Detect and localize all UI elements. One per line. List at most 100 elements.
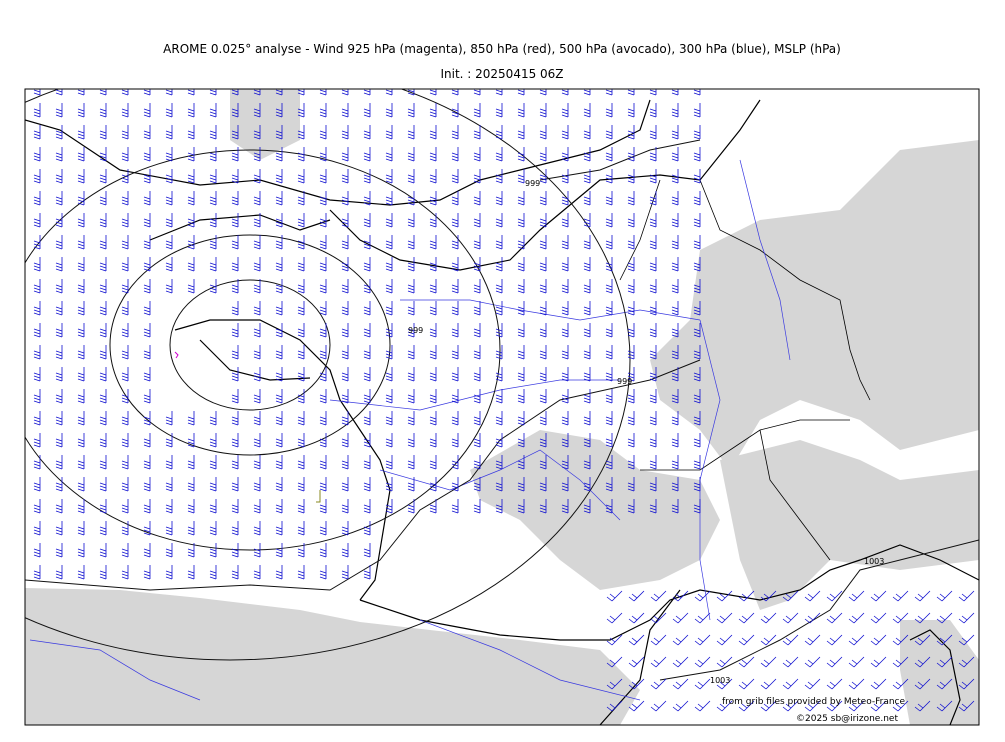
wind-barb bbox=[77, 235, 85, 250]
wind-barb bbox=[451, 477, 459, 492]
wind-barb bbox=[363, 89, 371, 96]
wind-barb bbox=[275, 147, 283, 162]
wind-barb bbox=[649, 169, 657, 184]
wind-barb bbox=[209, 235, 217, 250]
wind-barb bbox=[55, 521, 63, 536]
wind-barb bbox=[671, 499, 679, 514]
wind-barb bbox=[627, 499, 635, 514]
wind-barb bbox=[363, 477, 371, 492]
wind-barb bbox=[936, 678, 953, 690]
wind-barb bbox=[693, 169, 701, 184]
wind-barb bbox=[319, 323, 327, 338]
wind-barb bbox=[121, 521, 129, 536]
wind-barb bbox=[782, 700, 799, 712]
wind-barb bbox=[583, 455, 591, 470]
wind-barb bbox=[165, 279, 173, 294]
wind-barb bbox=[297, 367, 305, 382]
wind-barb bbox=[539, 213, 547, 228]
wind-barb bbox=[297, 235, 305, 250]
wind-barb bbox=[363, 213, 371, 228]
wind-barb bbox=[870, 634, 887, 646]
wind-barb bbox=[539, 323, 547, 338]
wind-barb bbox=[363, 433, 371, 448]
wind-barb bbox=[385, 411, 393, 426]
wind-barb bbox=[517, 279, 525, 294]
wind-barb bbox=[143, 367, 151, 382]
wind-barb bbox=[804, 612, 821, 624]
wind-barb bbox=[693, 345, 701, 360]
wind-barb bbox=[914, 634, 931, 646]
wind-barb bbox=[605, 323, 613, 338]
wind-barb bbox=[627, 455, 635, 470]
wind-barb bbox=[319, 213, 327, 228]
wind-barb bbox=[385, 213, 393, 228]
map-frame bbox=[24, 88, 980, 726]
wind-barb bbox=[33, 191, 41, 206]
wind-barb bbox=[33, 125, 41, 140]
wind-barb bbox=[473, 477, 481, 492]
wind-barb bbox=[671, 389, 679, 404]
wind-barb bbox=[495, 411, 503, 426]
wind-barb bbox=[297, 543, 305, 558]
wind-barb bbox=[517, 213, 525, 228]
wind-barb bbox=[121, 543, 129, 558]
wind-barb bbox=[99, 389, 107, 404]
wind-barb bbox=[539, 125, 547, 140]
wind-barb bbox=[319, 389, 327, 404]
wind-barb bbox=[650, 678, 667, 690]
wind-barb bbox=[495, 169, 503, 184]
wind-barb bbox=[187, 257, 195, 272]
wind-barb bbox=[231, 455, 239, 470]
wind-barb bbox=[319, 477, 327, 492]
wind-barb bbox=[517, 411, 525, 426]
wind-barb bbox=[187, 543, 195, 558]
wind-barb bbox=[517, 103, 525, 118]
wind-barb bbox=[583, 367, 591, 382]
wind-barb bbox=[143, 301, 151, 316]
wind-barb bbox=[716, 678, 733, 690]
wind-barb bbox=[407, 147, 415, 162]
wind-barb bbox=[605, 125, 613, 140]
wind-barb bbox=[385, 455, 393, 470]
wind-barb bbox=[275, 301, 283, 316]
wind-barb bbox=[121, 191, 129, 206]
wind-barb bbox=[958, 700, 975, 712]
wind-barb bbox=[606, 678, 623, 690]
wind-barb bbox=[319, 367, 327, 382]
wind-barb bbox=[231, 411, 239, 426]
wind-barb bbox=[33, 367, 41, 382]
wind-barb bbox=[627, 433, 635, 448]
wind-barb bbox=[341, 345, 349, 360]
wind-barb bbox=[143, 169, 151, 184]
wind-barb bbox=[407, 433, 415, 448]
wind-barb bbox=[297, 169, 305, 184]
wind-barb bbox=[121, 389, 129, 404]
wind-barb bbox=[275, 279, 283, 294]
wind-barb bbox=[253, 169, 261, 184]
wind-barb bbox=[848, 612, 865, 624]
wind-barb bbox=[99, 367, 107, 382]
wind-barb bbox=[99, 213, 107, 228]
wind-barb bbox=[738, 678, 755, 690]
wind-barb bbox=[627, 345, 635, 360]
wind-barb bbox=[451, 213, 459, 228]
wind-barb bbox=[561, 499, 569, 514]
wind-barb bbox=[297, 565, 305, 580]
wind-barb bbox=[760, 700, 777, 712]
wind-barb bbox=[495, 301, 503, 316]
wind-barb bbox=[693, 125, 701, 140]
wind-barb bbox=[341, 499, 349, 514]
wind-barb bbox=[671, 235, 679, 250]
wind-barb bbox=[473, 301, 481, 316]
wind-barb bbox=[385, 191, 393, 206]
wind-barb bbox=[209, 89, 217, 96]
wind-barb bbox=[341, 323, 349, 338]
wind-barb bbox=[517, 345, 525, 360]
wind-barb bbox=[451, 89, 459, 96]
wind-barb bbox=[341, 389, 349, 404]
wind-barb bbox=[539, 89, 547, 96]
wind-barb bbox=[649, 477, 657, 492]
wind-barb bbox=[650, 656, 667, 668]
wind-barb bbox=[473, 367, 481, 382]
wind-barb bbox=[517, 323, 525, 338]
